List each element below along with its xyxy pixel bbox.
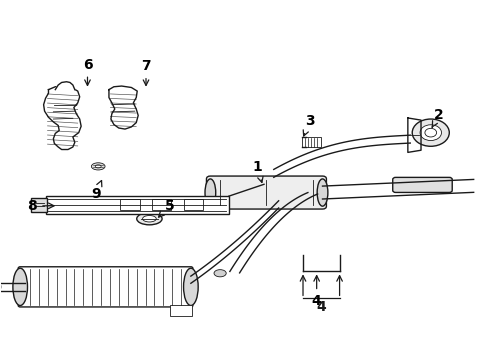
Polygon shape <box>109 86 138 129</box>
FancyBboxPatch shape <box>170 305 191 316</box>
Circle shape <box>419 125 441 140</box>
Circle shape <box>411 119 448 146</box>
Ellipse shape <box>142 216 156 222</box>
FancyBboxPatch shape <box>392 177 451 193</box>
Text: 5: 5 <box>158 199 174 217</box>
Text: 9: 9 <box>91 180 102 201</box>
FancyBboxPatch shape <box>18 267 192 307</box>
Ellipse shape <box>204 179 215 206</box>
Ellipse shape <box>137 213 162 225</box>
Ellipse shape <box>95 165 101 168</box>
Text: 8: 8 <box>27 199 54 213</box>
Text: 2: 2 <box>431 108 443 127</box>
FancyBboxPatch shape <box>206 176 326 209</box>
FancyBboxPatch shape <box>45 196 228 214</box>
Text: 7: 7 <box>141 59 150 85</box>
Text: 3: 3 <box>303 114 314 136</box>
Ellipse shape <box>91 163 105 170</box>
Ellipse shape <box>13 268 27 306</box>
Text: 1: 1 <box>252 161 263 183</box>
Text: 6: 6 <box>82 58 92 85</box>
FancyBboxPatch shape <box>31 198 46 212</box>
Text: 4: 4 <box>311 276 321 308</box>
Ellipse shape <box>183 268 198 306</box>
Ellipse shape <box>214 270 226 277</box>
Polygon shape <box>43 86 81 149</box>
Ellipse shape <box>317 179 327 206</box>
Text: 4: 4 <box>316 300 325 314</box>
Polygon shape <box>55 82 75 90</box>
